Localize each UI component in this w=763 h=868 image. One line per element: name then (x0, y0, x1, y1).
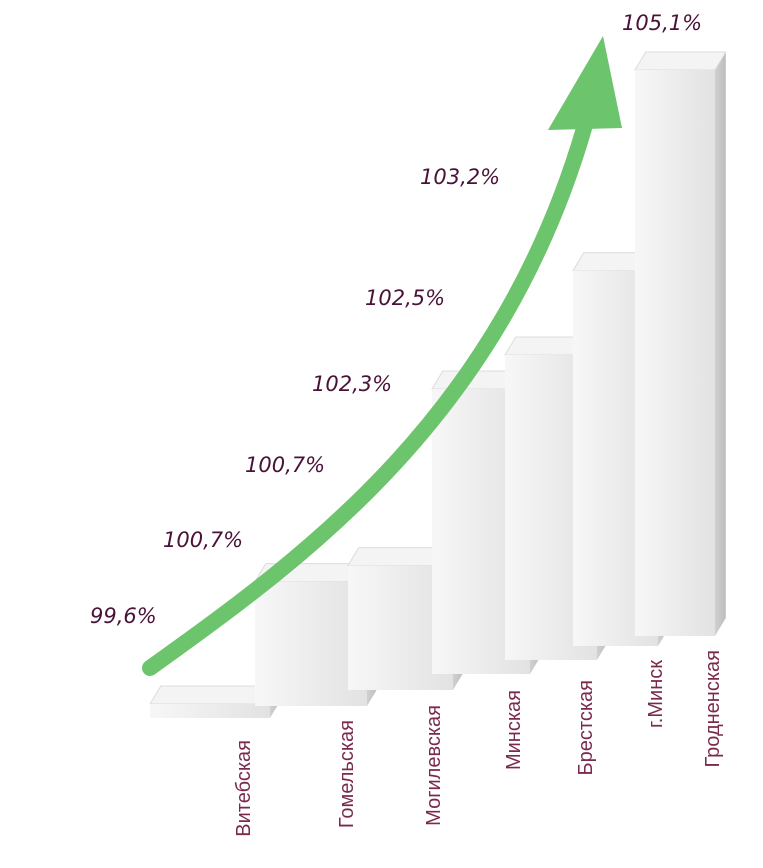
bar (635, 70, 715, 636)
value-label: 103,2% (420, 165, 500, 189)
category-label: Брестская (575, 680, 597, 775)
value-label: 102,5% (365, 286, 445, 310)
value-label: 105,1% (622, 11, 702, 35)
value-label: 100,7% (245, 453, 325, 477)
value-label: 100,7% (163, 528, 243, 552)
category-label: г.Минск (645, 660, 667, 728)
bar (150, 704, 270, 718)
category-label: Гродненская (702, 650, 724, 768)
trend-arrow (142, 117, 593, 676)
category-label: Минская (503, 690, 525, 770)
category-label: Могилевская (423, 705, 445, 826)
category-label: Витебская (233, 740, 255, 837)
bars (149, 51, 727, 718)
labels: 99,6% Витебская 100,7% Гомельская 100,7% Моги… (90, 11, 724, 837)
value-label: 99,6% (90, 604, 157, 628)
bar-top (634, 51, 727, 71)
category-label: Гомельская (336, 720, 358, 828)
value-label: 102,3% (312, 372, 392, 396)
bar-side (715, 52, 726, 636)
arrow-head (548, 36, 622, 130)
